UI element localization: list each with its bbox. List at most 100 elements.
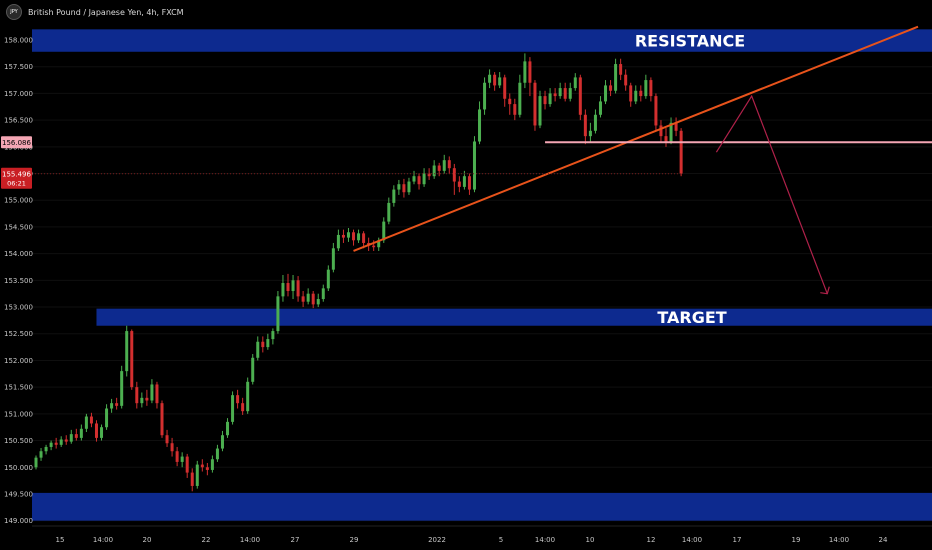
- candle-body: [578, 77, 582, 115]
- candle-body: [412, 176, 416, 182]
- candle-body: [387, 202, 391, 222]
- price-tick-label: 153.000: [4, 304, 33, 312]
- candle-body: [210, 459, 214, 470]
- candle-body: [321, 288, 325, 300]
- candle-body: [105, 408, 109, 428]
- candle-body: [180, 456, 184, 462]
- price-tick-label: 154.000: [4, 250, 33, 258]
- price-tick-label: 150.000: [4, 464, 33, 472]
- price-tick-label: 150.500: [4, 437, 33, 445]
- candle-body: [74, 434, 78, 438]
- current-price-tag: [1, 167, 32, 189]
- time-tick-label: 14:00: [682, 536, 702, 544]
- time-tick-label: 27: [291, 536, 300, 544]
- candle-body: [316, 299, 320, 305]
- zone-target-band: [96, 308, 932, 326]
- price-tick-label: 149.500: [4, 490, 33, 498]
- candle-body: [624, 74, 628, 86]
- candle-body: [311, 293, 315, 305]
- price-tick-label: 149.000: [4, 517, 33, 525]
- candle-body: [145, 397, 149, 401]
- candle-body: [160, 403, 164, 436]
- candle-body: [261, 341, 265, 348]
- candle-body: [110, 403, 114, 409]
- candle-body: [377, 240, 381, 248]
- candle-body: [34, 457, 38, 468]
- zone-support-band: [32, 492, 932, 521]
- candle-body: [49, 442, 53, 447]
- candle-body: [417, 176, 421, 185]
- time-tick-label: 29: [350, 536, 359, 544]
- candle-body: [558, 88, 562, 97]
- candle-body: [457, 181, 461, 187]
- price-tick-label: 155.000: [4, 197, 33, 205]
- candle-body: [59, 439, 63, 445]
- time-tick-label: 10: [586, 536, 595, 544]
- candle-body: [397, 184, 401, 190]
- candle-body: [115, 403, 119, 406]
- time-tick-label: 19: [792, 536, 801, 544]
- drawings-layer: [32, 25, 932, 295]
- time-tick-label: 17: [733, 536, 742, 544]
- candle-body: [538, 96, 542, 126]
- price-tick-label: 151.000: [4, 410, 33, 418]
- candle-body: [120, 371, 124, 406]
- support-price-tag: [1, 136, 32, 149]
- candle-body: [231, 395, 235, 422]
- candle-body: [609, 85, 613, 91]
- time-tick-label: 22: [202, 536, 211, 544]
- time-tick-label: 14:00: [93, 536, 113, 544]
- candle-body: [130, 331, 134, 388]
- time-axis[interactable]: 15 14:00 20 22 14:00 27 29 2022 5 14:00 10 12 14:00 1…: [32, 525, 932, 544]
- candle-body: [346, 232, 350, 238]
- candle-body: [185, 456, 189, 473]
- chart-header: JPY British Pound / Japanese Yen, 4h, FX…: [6, 4, 184, 20]
- candle-body: [543, 96, 547, 105]
- candle-body: [593, 114, 597, 131]
- price-axis[interactable]: 158.000157.500157.000156.500156.000155.5…: [4, 37, 33, 526]
- time-tick-label: 20: [143, 536, 152, 544]
- price-tick-label: 154.500: [4, 223, 33, 231]
- candle-body: [649, 80, 653, 97]
- candle-body: [604, 85, 608, 102]
- candle-body: [89, 416, 93, 424]
- candle-body: [125, 331, 129, 372]
- candle-body: [195, 464, 199, 486]
- candle-body: [200, 464, 204, 468]
- candle-body: [503, 77, 507, 99]
- candle-body: [336, 234, 340, 249]
- candle-body: [326, 269, 330, 289]
- candle-body: [362, 233, 366, 243]
- candle-body: [372, 245, 376, 248]
- time-tick-label: 14:00: [829, 536, 849, 544]
- support-price-tag-value: 156.086: [2, 139, 31, 147]
- candle-body: [452, 168, 456, 182]
- candle-body: [220, 435, 224, 449]
- candle-body: [251, 357, 255, 382]
- candle-body: [563, 88, 567, 99]
- trendline: [353, 25, 919, 252]
- candle-body: [518, 82, 522, 115]
- candle-body: [533, 82, 537, 126]
- candle-body: [654, 96, 658, 126]
- candle-body: [170, 443, 174, 452]
- candle-body: [291, 280, 295, 292]
- candle-body: [422, 173, 426, 185]
- candle-body: [155, 384, 159, 404]
- candle-body: [442, 160, 446, 171]
- price-tick-label: 153.500: [4, 277, 33, 285]
- candle-body: [64, 439, 68, 442]
- time-tick-label: 12: [647, 536, 656, 544]
- time-tick-label: 15: [56, 536, 65, 544]
- candle-body: [69, 434, 73, 442]
- time-tick-label: 14:00: [535, 536, 555, 544]
- candle-countdown: 06:21: [7, 180, 26, 188]
- candle-body: [528, 61, 532, 83]
- candle-body: [513, 104, 517, 115]
- candle-body: [140, 397, 144, 404]
- candle-body: [432, 165, 436, 177]
- symbol-icon[interactable]: JPY: [6, 4, 22, 20]
- projection-arrowhead: [820, 286, 830, 295]
- candle-body: [79, 428, 83, 438]
- candle-body: [39, 451, 43, 458]
